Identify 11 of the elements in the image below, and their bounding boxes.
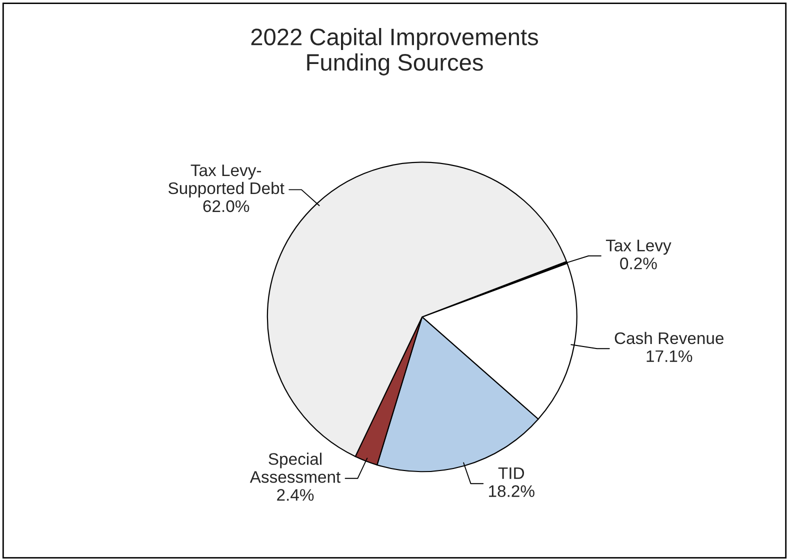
slice-label: Special Assessment bbox=[250, 452, 341, 483]
slice-label: Tax Levy- Supported Debt bbox=[168, 164, 284, 198]
chart-title: 2022 Capital Improvements Funding Sources bbox=[251, 28, 538, 76]
data-label: 18.2% bbox=[489, 485, 534, 498]
data-label: 0.2% bbox=[620, 258, 657, 270]
data-label: 62.0% bbox=[203, 200, 250, 212]
slice-label: Cash Revenue bbox=[614, 332, 724, 344]
data-label: 17.1% bbox=[646, 350, 692, 362]
slice-label: TID bbox=[498, 467, 524, 479]
data-label: 2.4% bbox=[277, 489, 314, 501]
slice-label: Tax Levy bbox=[606, 240, 672, 255]
